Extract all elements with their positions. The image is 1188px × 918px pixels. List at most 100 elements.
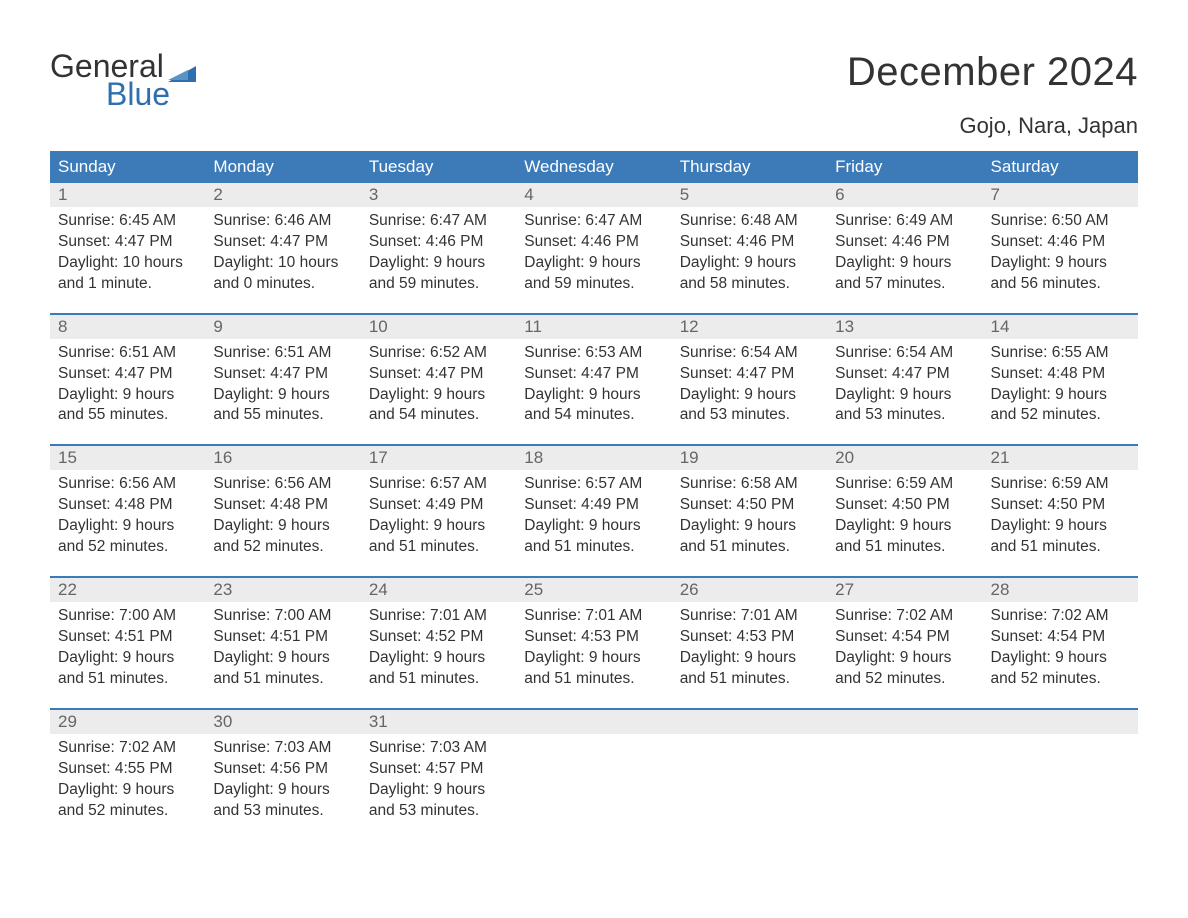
sunset-text: Sunset: 4:47 PM [524,364,663,385]
day-data-cell: Sunrise: 6:55 AMSunset: 4:48 PMDaylight:… [983,339,1138,431]
dl2-text: and 53 minutes. [835,405,974,426]
dl1-text: Daylight: 9 hours [835,385,974,406]
sunset-text: Sunset: 4:54 PM [991,627,1130,648]
page-title: December 2024 [847,50,1138,95]
dl1-text: Daylight: 9 hours [524,385,663,406]
dl2-text: and 59 minutes. [369,274,508,295]
day-number: 16 [205,446,360,470]
day-number: 13 [827,315,982,339]
day-data-cell: Sunrise: 6:57 AMSunset: 4:49 PMDaylight:… [516,470,671,562]
day-data-cell: Sunrise: 6:49 AMSunset: 4:46 PMDaylight:… [827,207,982,299]
sunrise-text: Sunrise: 6:51 AM [213,343,352,364]
sunset-text: Sunset: 4:52 PM [369,627,508,648]
dl2-text: and 54 minutes. [369,405,508,426]
dl2-text: and 55 minutes. [58,405,197,426]
week-row: 293031Sunrise: 7:02 AMSunset: 4:55 PMDay… [50,708,1138,826]
day-number: 19 [672,446,827,470]
sunrise-text: Sunrise: 7:00 AM [213,606,352,627]
day-data-cell: Sunrise: 7:02 AMSunset: 4:55 PMDaylight:… [50,734,205,826]
sunrise-text: Sunrise: 6:54 AM [680,343,819,364]
day-number: 23 [205,578,360,602]
top-bar: General Blue December 2024 Gojo, Nara, J… [50,50,1138,139]
sunrise-text: Sunrise: 7:01 AM [680,606,819,627]
calendar-header-cell: Tuesday [361,151,516,183]
dl2-text: and 0 minutes. [213,274,352,295]
day-number: 18 [516,446,671,470]
sunset-text: Sunset: 4:57 PM [369,759,508,780]
day-data-cell: Sunrise: 6:48 AMSunset: 4:46 PMDaylight:… [672,207,827,299]
dl1-text: Daylight: 9 hours [680,253,819,274]
sunrise-text: Sunrise: 6:45 AM [58,211,197,232]
day-number: 28 [983,578,1138,602]
dl1-text: Daylight: 9 hours [524,516,663,537]
sunset-text: Sunset: 4:46 PM [369,232,508,253]
day-number: 15 [50,446,205,470]
sunset-text: Sunset: 4:53 PM [524,627,663,648]
sunset-text: Sunset: 4:46 PM [991,232,1130,253]
dl1-text: Daylight: 9 hours [369,385,508,406]
data-row: Sunrise: 6:45 AM Sunset: 4:47 PM Daylight:… [50,207,1138,299]
day-number: 4 [516,183,671,207]
sunrise-text: Sunrise: 6:49 AM [835,211,974,232]
sunrise-text: Sunrise: 7:00 AM [58,606,197,627]
day-data-cell: Sunrise: 6:58 AMSunset: 4:50 PMDaylight:… [672,470,827,562]
sunrise-text: Sunrise: 7:03 AM [213,738,352,759]
day-number: 21 [983,446,1138,470]
day-number: 3 [361,183,516,207]
day-number: 5 [672,183,827,207]
week-row: 1234567Sunrise: 6:45 AMSunset: 4:47 PMDa… [50,183,1138,299]
sunrise-text: Sunrise: 6:50 AM [991,211,1130,232]
dl2-text: and 52 minutes. [213,537,352,558]
dl1-text: Daylight: 9 hours [58,516,197,537]
daynum-row: 22232425262728 [50,578,1138,602]
dl1-text: Daylight: 9 hours [58,648,197,669]
sunrise-text: Sunrise: 7:02 AM [835,606,974,627]
dl1-text: Daylight: 9 hours [680,385,819,406]
dl1-text: Daylight: 9 hours [680,648,819,669]
sunset-text: Sunset: 4:50 PM [991,495,1130,516]
day-data-cell: Sunrise: 6:51 AMSunset: 4:47 PMDaylight:… [50,339,205,431]
dl2-text: and 59 minutes. [524,274,663,295]
day-number: 6 [827,183,982,207]
dl2-text: and 51 minutes. [680,537,819,558]
day-data-cell: Sunrise: 6:56 AMSunset: 4:48 PMDaylight:… [50,470,205,562]
dl2-text: and 51 minutes. [524,537,663,558]
day-number: 26 [672,578,827,602]
dl1-text: Daylight: 9 hours [369,780,508,801]
sunrise-text: Sunrise: 7:02 AM [58,738,197,759]
sunrise-text: Sunrise: 6:56 AM [213,474,352,495]
dl2-text: and 51 minutes. [213,669,352,690]
day-data-cell: Sunrise: 6:47 AMSunset: 4:46 PMDaylight:… [361,207,516,299]
sunset-text: Sunset: 4:48 PM [58,495,197,516]
day-data-cell [983,734,1138,826]
day-number: 11 [516,315,671,339]
dl2-text: and 51 minutes. [524,669,663,690]
dl2-text: and 57 minutes. [835,274,974,295]
dl1-text: Daylight: 9 hours [524,253,663,274]
dl1-text: Daylight: 9 hours [58,385,197,406]
day-number: 8 [50,315,205,339]
day-data-cell: Sunrise: 7:01 AMSunset: 4:52 PMDaylight:… [361,602,516,694]
calendar-header-cell: Sunday [50,151,205,183]
sunrise-text: Sunrise: 6:48 AM [680,211,819,232]
dl2-text: and 58 minutes. [680,274,819,295]
daynum-row: 15161718192021 [50,446,1138,470]
dl1-text: Daylight: 9 hours [213,648,352,669]
sunset-text: Sunset: 4:47 PM [213,232,352,253]
day-data-cell: Sunrise: 6:50 AMSunset: 4:46 PMDaylight:… [983,207,1138,299]
sunset-text: Sunset: 4:47 PM [835,364,974,385]
dl2-text: and 52 minutes. [58,537,197,558]
dl2-text: and 55 minutes. [213,405,352,426]
day-data-cell: Sunrise: 7:03 AMSunset: 4:56 PMDaylight:… [205,734,360,826]
dl2-text: and 52 minutes. [991,405,1130,426]
dl2-text: and 53 minutes. [369,801,508,822]
day-data-cell: Sunrise: 6:54 AMSunset: 4:47 PMDaylight:… [827,339,982,431]
day-data-cell: Sunrise: 7:00 AMSunset: 4:51 PMDaylight:… [205,602,360,694]
dl1-text: Daylight: 9 hours [991,648,1130,669]
sunset-text: Sunset: 4:46 PM [835,232,974,253]
dl1-text: Daylight: 9 hours [213,385,352,406]
dl2-text: and 56 minutes. [991,274,1130,295]
data-row: Sunrise: 6:51 AMSunset: 4:47 PMDaylight:… [50,339,1138,431]
dl2-text: and 53 minutes. [213,801,352,822]
week-row: 891011121314Sunrise: 6:51 AMSunset: 4:47… [50,313,1138,431]
